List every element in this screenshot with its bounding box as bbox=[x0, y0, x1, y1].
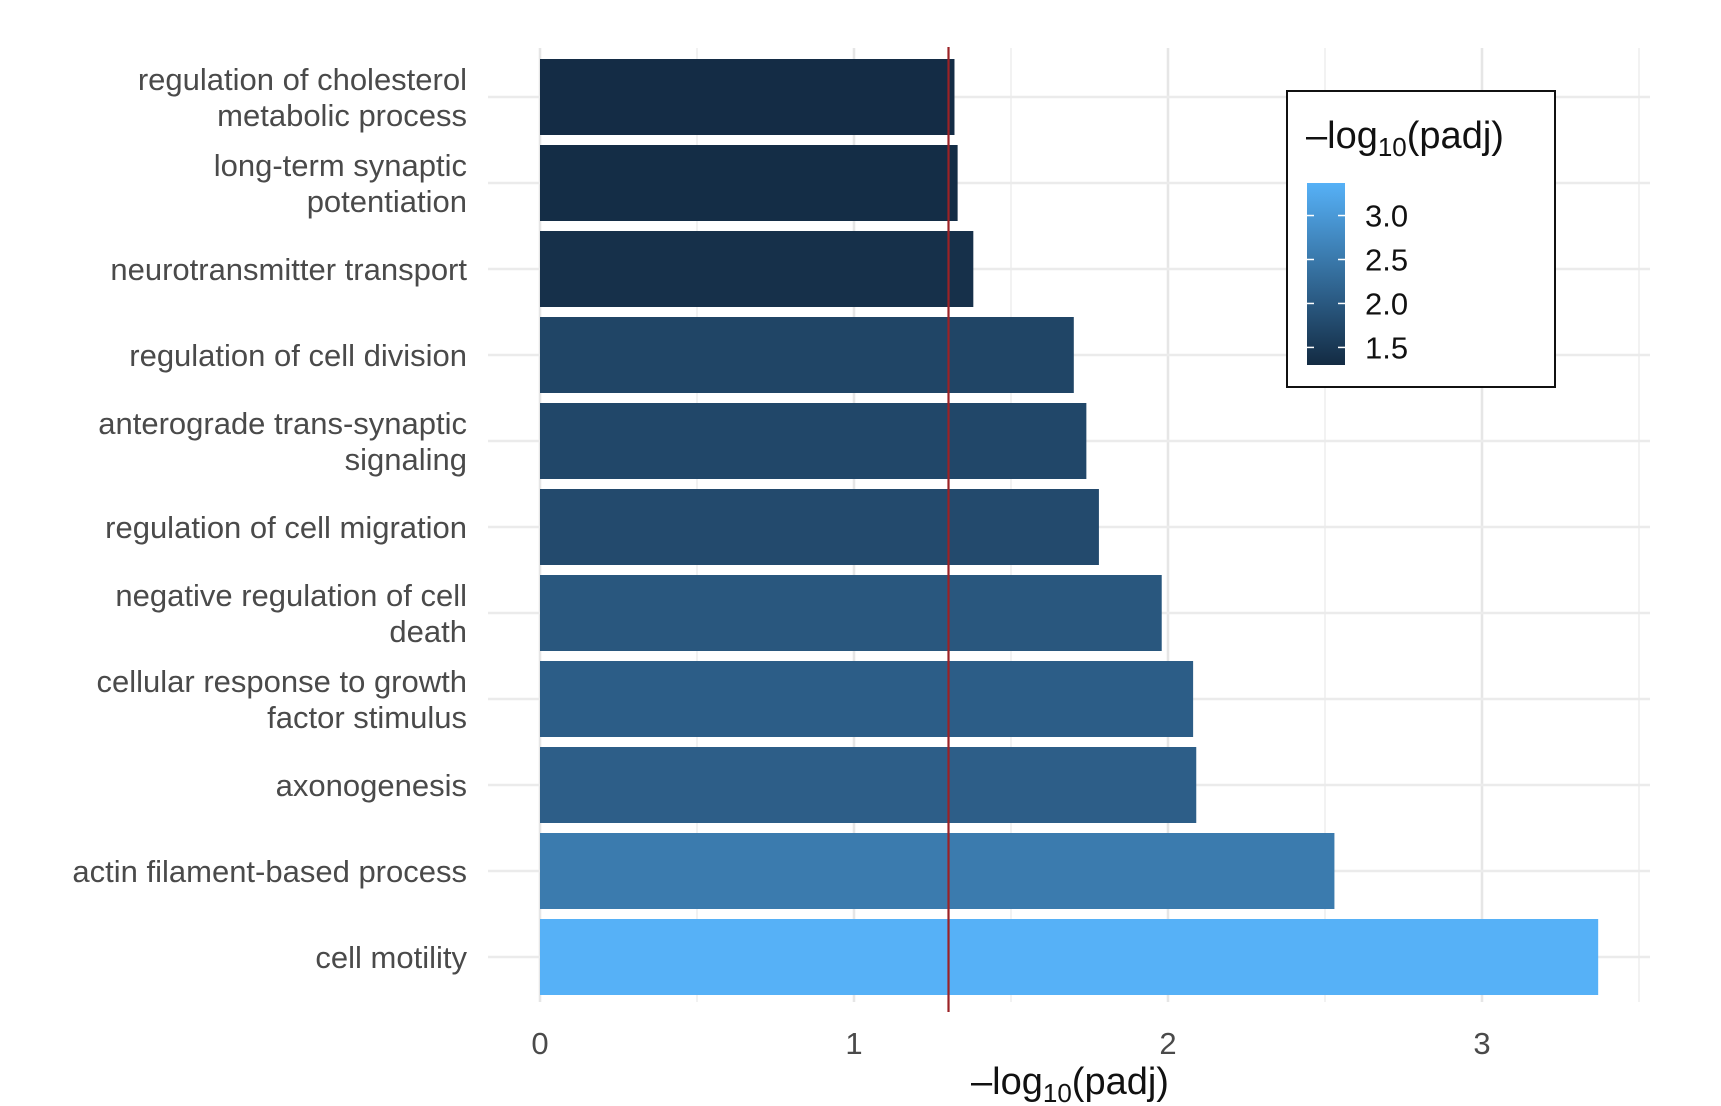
legend-label: 2.0 bbox=[1365, 286, 1408, 321]
bar bbox=[540, 403, 1087, 479]
category-label: negative regulation of cell death bbox=[115, 578, 467, 649]
category-label: axonogenesis bbox=[276, 768, 467, 803]
bar bbox=[540, 317, 1074, 393]
legend-label: 3.0 bbox=[1365, 199, 1408, 234]
category-label: regulation of cholesterol metabolic proce… bbox=[138, 62, 467, 133]
category-labels: regulation of cholesterol metabolic proce… bbox=[72, 62, 467, 975]
legend-labels: 3.0 2.5 2.0 1.5 bbox=[1365, 199, 1408, 366]
category-label: cellular response to growth factor stimul… bbox=[97, 664, 467, 735]
category-label: regulation of cell division bbox=[129, 338, 467, 373]
legend-label: 2.5 bbox=[1365, 242, 1408, 277]
x-tick-label: 3 bbox=[1473, 1026, 1490, 1061]
legend-gradient bbox=[1307, 183, 1345, 365]
bar bbox=[540, 145, 958, 221]
x-axis-title: –log10(padj) bbox=[971, 1061, 1169, 1106]
bar bbox=[540, 575, 1162, 651]
legend-colorbar bbox=[1307, 183, 1345, 365]
legend-title: –log10(padj) bbox=[1306, 115, 1504, 162]
category-label: neurotransmitter transport bbox=[110, 252, 467, 287]
x-tick-label: 2 bbox=[1159, 1026, 1176, 1061]
x-tick-label: 1 bbox=[845, 1026, 862, 1061]
category-label: regulation of cell migration bbox=[105, 510, 467, 545]
category-label: anterograde trans-synaptic signaling bbox=[98, 406, 467, 477]
bars bbox=[540, 59, 1599, 995]
legend: –log10(padj) 3.0 2.5 2.0 1.5 bbox=[1286, 90, 1556, 388]
category-label: long-term synaptic potentiation bbox=[214, 148, 467, 219]
bar bbox=[540, 919, 1599, 995]
bar bbox=[540, 661, 1194, 737]
category-label: actin filament-based process bbox=[72, 854, 467, 889]
category-label: cell motility bbox=[315, 940, 467, 975]
x-tick-labels: 0 1 2 3 bbox=[531, 1026, 1490, 1061]
bar bbox=[540, 747, 1197, 823]
bar bbox=[540, 231, 974, 307]
x-tick-label: 0 bbox=[531, 1026, 548, 1061]
legend-label: 1.5 bbox=[1365, 330, 1408, 365]
bar bbox=[540, 59, 955, 135]
bar bbox=[540, 833, 1335, 909]
bar bbox=[540, 489, 1099, 565]
